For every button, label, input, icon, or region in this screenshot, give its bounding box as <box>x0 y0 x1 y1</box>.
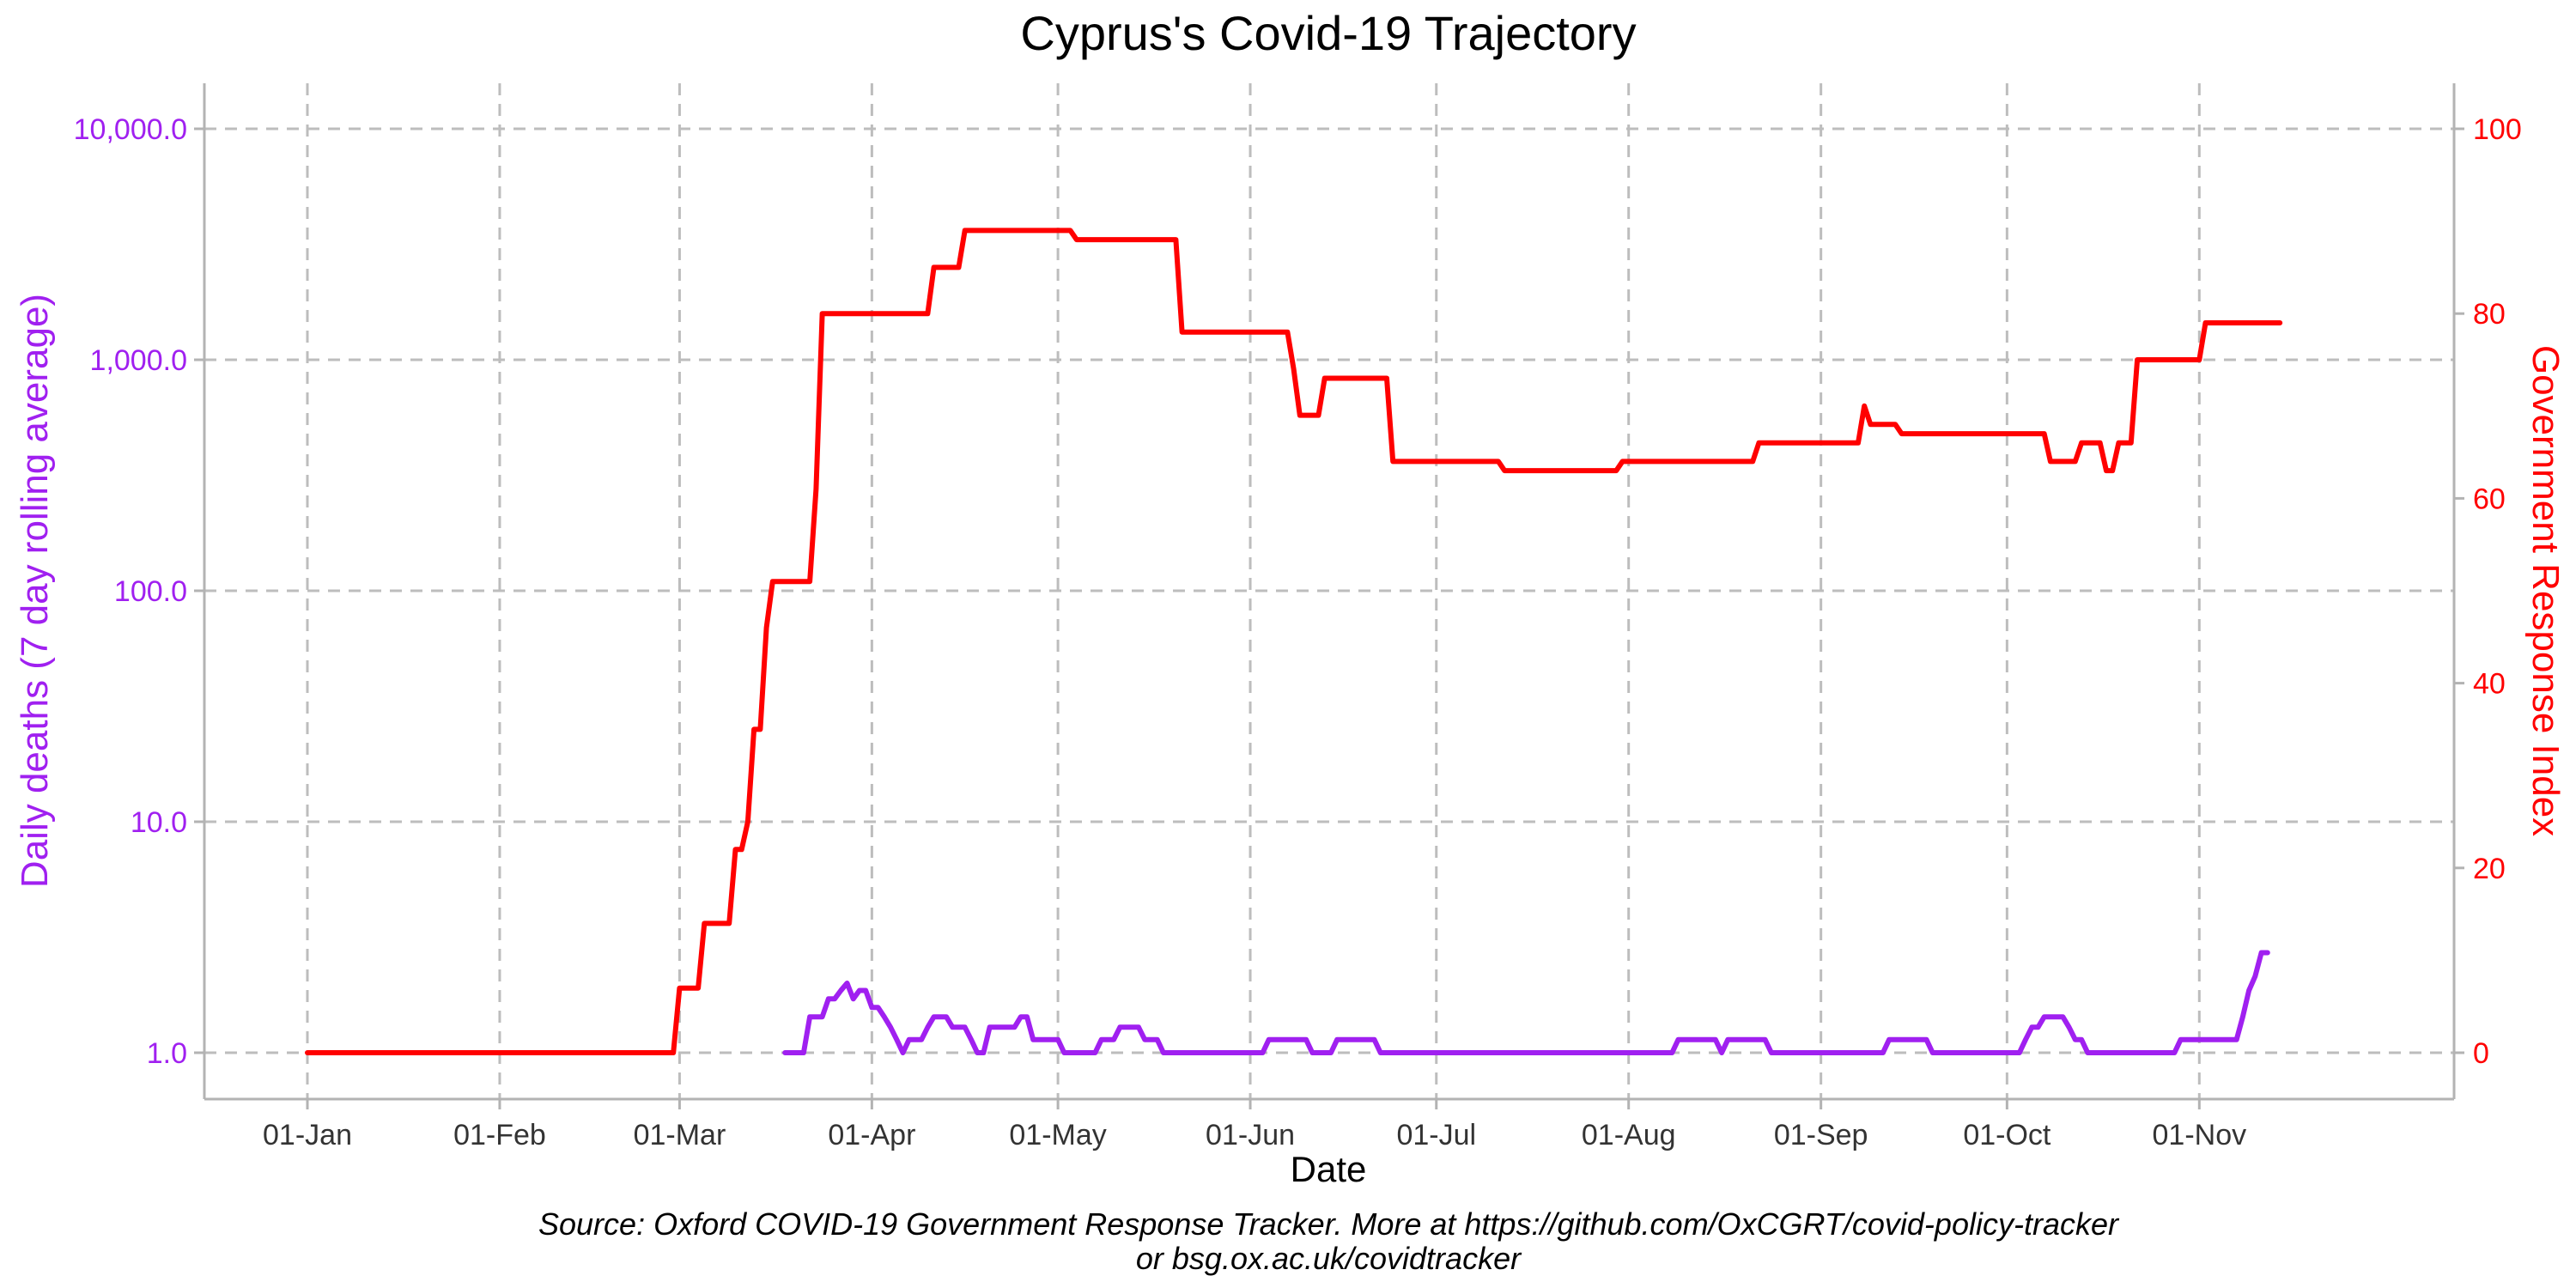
caption-line-1: Source: Oxford COVID-19 Government Respo… <box>538 1206 2120 1242</box>
y-right-tick-label: 40 <box>2473 668 2506 701</box>
x-tick-label: 01-Jul <box>1396 1119 1476 1151</box>
y-left-tick-label: 1,000.0 <box>90 344 187 377</box>
x-tick-label: 01-May <box>1009 1119 1106 1151</box>
x-axis-title: Date <box>1291 1149 1367 1189</box>
grid <box>204 83 2454 1099</box>
y-right-tick-label: 20 <box>2473 853 2506 885</box>
chart-title: Cyprus's Covid-19 Trajectory <box>1020 6 1636 60</box>
y-axis-right-title: Government Response Index <box>2524 345 2567 836</box>
y-right-tick-label: 0 <box>2473 1037 2489 1070</box>
caption-line-2: or bsg.ox.ac.uk/covidtracker <box>1136 1241 1522 1276</box>
ticks: 01-Jan 01-Feb 01-Mar 01-Apr 01-May 01-Jun 01-J… <box>74 113 2522 1151</box>
x-tick-label: 01-Aug <box>1582 1119 1676 1151</box>
government-response-index-line <box>305 228 2283 1055</box>
y-right-tick-label: 100 <box>2473 113 2522 146</box>
x-tick-label: 01-Sep <box>1774 1119 1868 1151</box>
y-left-tick-label: 10,000.0 <box>74 113 187 146</box>
y-left-tick-label: 1.0 <box>147 1037 187 1070</box>
x-tick-label: 01-Apr <box>828 1119 915 1151</box>
y-right-tick-label: 60 <box>2473 483 2506 515</box>
x-tick-label: 01-Jan <box>263 1119 352 1151</box>
x-tick-label: 01-Jun <box>1206 1119 1295 1151</box>
y-left-tick-label: 10.0 <box>131 806 187 839</box>
daily-deaths-line <box>782 950 2270 1055</box>
x-tick-label: 01-Mar <box>634 1119 726 1151</box>
x-tick-label: 01-Nov <box>2153 1119 2247 1151</box>
y-right-tick-label: 80 <box>2473 298 2506 331</box>
x-tick-label: 01-Oct <box>1963 1119 2051 1151</box>
y-left-tick-label: 100.0 <box>114 575 187 608</box>
y-axis-left-title: Daily deaths (7 day rolling average) <box>14 294 56 888</box>
series <box>305 228 2283 1055</box>
x-tick-label: 01-Feb <box>453 1119 546 1151</box>
